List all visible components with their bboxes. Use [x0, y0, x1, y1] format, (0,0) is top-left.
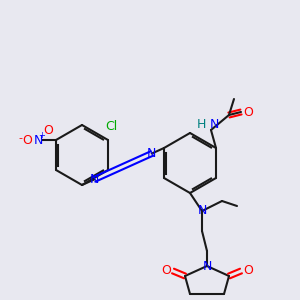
Text: +: + [39, 130, 46, 140]
Text: Cl: Cl [105, 121, 117, 134]
Text: O: O [243, 265, 253, 278]
Text: N: N [33, 134, 43, 146]
Text: N: N [210, 118, 219, 131]
Text: N: N [197, 205, 207, 218]
Text: -: - [18, 133, 22, 143]
Text: O: O [22, 134, 32, 146]
Text: O: O [243, 106, 253, 118]
Text: N: N [90, 173, 99, 186]
Text: O: O [161, 265, 171, 278]
Text: N: N [147, 147, 156, 160]
Text: N: N [202, 260, 212, 272]
Text: H: H [196, 118, 206, 131]
Text: O: O [43, 124, 53, 137]
